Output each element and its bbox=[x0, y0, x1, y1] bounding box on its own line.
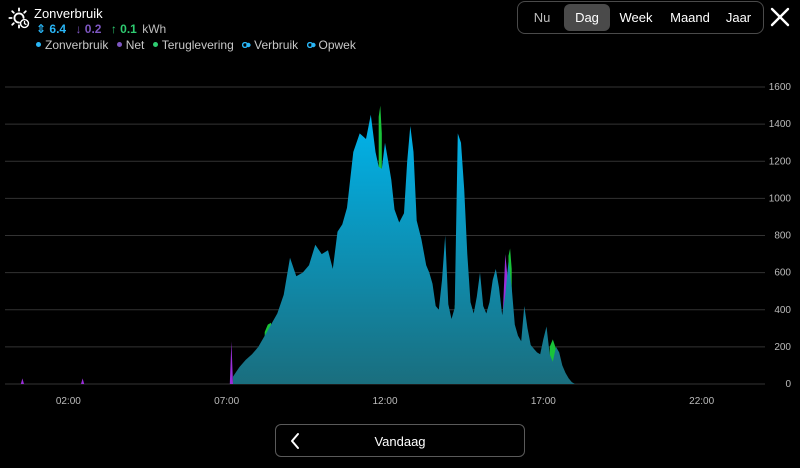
legend-ring-icon bbox=[242, 41, 251, 48]
close-icon[interactable] bbox=[769, 6, 791, 28]
solar-arrow-icon: ⇕ bbox=[36, 22, 47, 36]
x-tick-label: 12:00 bbox=[372, 396, 397, 407]
date-label: Vandaag bbox=[374, 434, 426, 449]
x-tick-label: 17:00 bbox=[531, 396, 556, 407]
x-tick-label: 22:00 bbox=[689, 396, 714, 407]
header: Zonverbruik ⇕ 6.4 ↓ 0.2 ↑ 0.1 kWh Zonver… bbox=[8, 4, 508, 54]
y-tick-label: 0 bbox=[785, 379, 791, 390]
totals-unit: kWh bbox=[142, 22, 167, 36]
legend-dot-icon bbox=[152, 42, 158, 48]
net-total: ↓ 0.2 bbox=[75, 22, 101, 36]
x-tick-label: 07:00 bbox=[214, 396, 239, 407]
legend-dot-icon bbox=[116, 42, 122, 48]
legend-label: Teruglevering bbox=[161, 38, 234, 52]
date-navigator: Vandaag bbox=[275, 424, 525, 457]
chevron-left-icon[interactable] bbox=[284, 430, 308, 452]
y-tick-label: 600 bbox=[774, 268, 791, 279]
legend-item[interactable]: Verbruik bbox=[242, 38, 298, 52]
legend-label: Net bbox=[125, 38, 145, 52]
y-tick-label: 1000 bbox=[769, 193, 792, 204]
legend-item[interactable]: Opwek bbox=[306, 38, 356, 52]
solar-total: ⇕ 6.4 bbox=[36, 22, 66, 36]
y-tick-label: 1600 bbox=[769, 82, 792, 93]
return-total-value: 0.1 bbox=[120, 22, 137, 36]
solar-total-value: 6.4 bbox=[49, 22, 67, 36]
y-tick-label: 1200 bbox=[769, 156, 792, 167]
legend-label: Verbruik bbox=[254, 38, 299, 52]
legend-ring-icon bbox=[306, 41, 316, 48]
legend-label: Zonverbruik bbox=[45, 38, 109, 52]
x-tick-label: 02:00 bbox=[56, 396, 81, 407]
legend-dot-icon bbox=[36, 42, 41, 48]
net-total-value: 0.2 bbox=[84, 22, 102, 36]
x-axis-ticks: 02:00 07:00 12:00 17:00 22:00 bbox=[56, 396, 715, 407]
net-arrow-icon: ↓ bbox=[75, 22, 82, 36]
legend-label: Opwek bbox=[318, 38, 356, 52]
period-option-dag[interactable]: Dag bbox=[564, 4, 610, 31]
energy-chart: 0 200 400 600 800 1000 1200 1400 1600 02:00 07:00… bbox=[5, 82, 792, 407]
sun-clock-icon bbox=[8, 7, 30, 29]
legend-item[interactable]: Teruglevering bbox=[152, 38, 234, 52]
y-tick-label: 800 bbox=[774, 231, 791, 242]
legend-item[interactable]: Zonverbruik bbox=[36, 38, 108, 52]
totals: ⇕ 6.4 ↓ 0.2 ↑ 0.1 kWh bbox=[36, 22, 166, 36]
y-tick-label: 200 bbox=[774, 342, 791, 353]
page-title: Zonverbruik bbox=[34, 6, 103, 21]
period-option-maand[interactable]: Maand bbox=[670, 10, 710, 25]
return-arrow-icon: ↑ bbox=[110, 22, 117, 36]
period-option-week[interactable]: Week bbox=[619, 10, 653, 25]
period-option-nu[interactable]: Nu bbox=[533, 10, 551, 25]
legend-item[interactable]: Net bbox=[116, 38, 145, 52]
series-area-zonverbruik bbox=[233, 114, 579, 385]
y-axis-ticks: 0 200 400 600 800 1000 1200 1400 1600 bbox=[769, 82, 792, 390]
y-tick-label: 1400 bbox=[769, 119, 792, 130]
period-option-jaar[interactable]: Jaar bbox=[725, 10, 752, 25]
chart-series bbox=[20, 105, 579, 385]
period-switch: Nu Dag Week Maand Jaar bbox=[517, 1, 764, 34]
chart-legend: Zonverbruik Net Teruglevering Verbruik O… bbox=[36, 38, 361, 52]
y-tick-label: 400 bbox=[774, 305, 791, 316]
return-total: ↑ 0.1 bbox=[111, 22, 137, 36]
